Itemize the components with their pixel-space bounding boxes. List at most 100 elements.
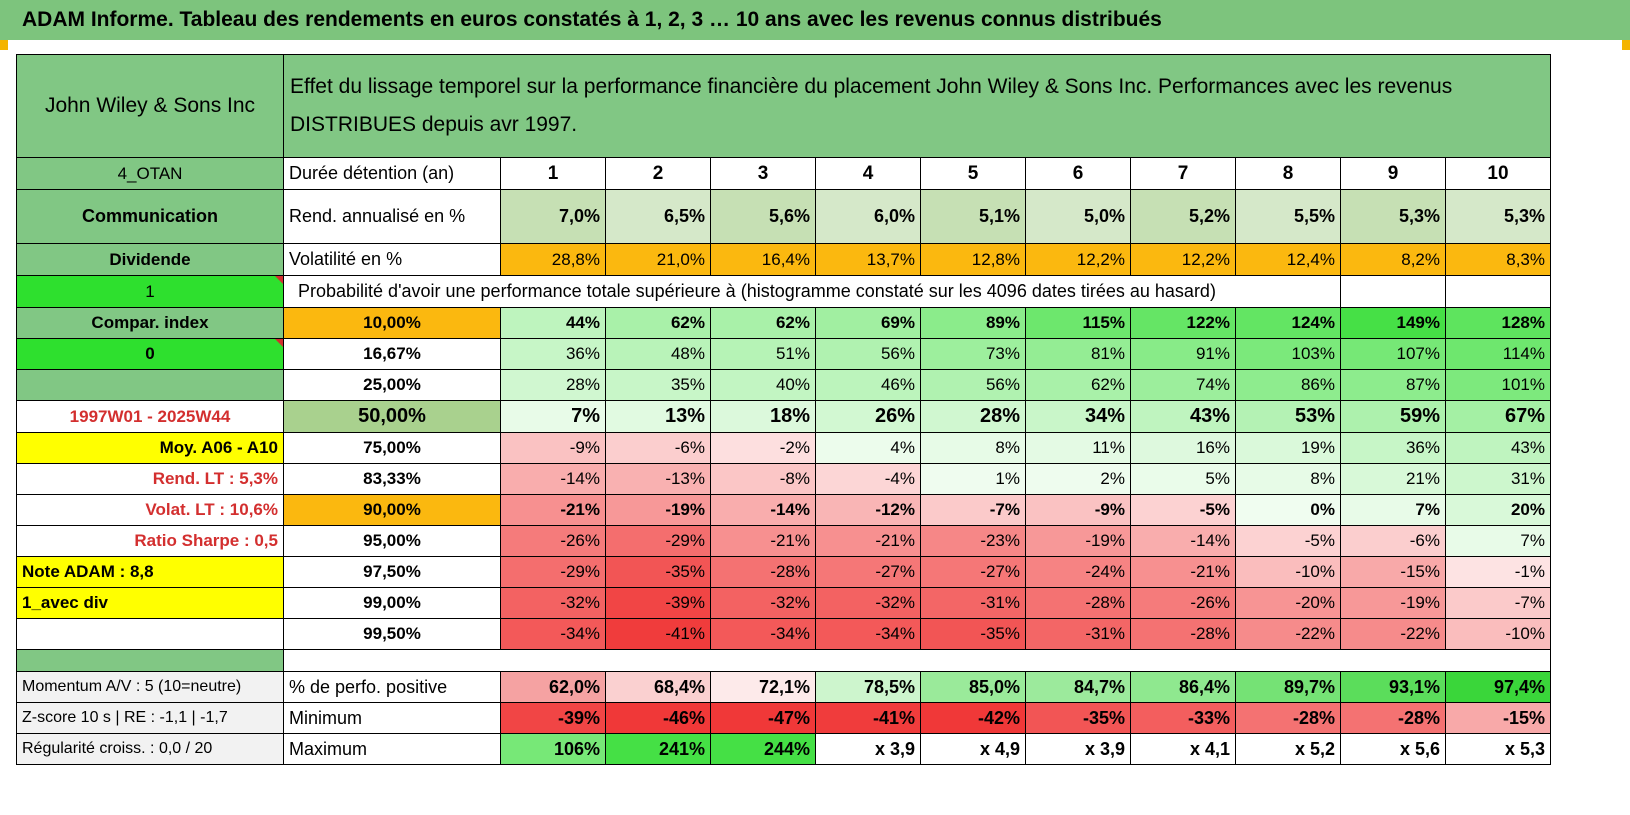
- rend-value: 5,5%: [1235, 189, 1341, 244]
- prob-value: -24%: [1025, 556, 1131, 588]
- moy-label: Moy. A06 - A10: [16, 432, 284, 464]
- prob-value: 62%: [710, 307, 816, 339]
- prob-value: 21%: [1340, 463, 1446, 495]
- prob-value: -29%: [500, 556, 606, 588]
- prob-value: -2%: [710, 432, 816, 464]
- prob-value: -10%: [1445, 618, 1551, 650]
- rend-value: 5,3%: [1340, 189, 1446, 244]
- prob-value: -8%: [710, 463, 816, 495]
- flag-zero: 0: [16, 338, 284, 370]
- blank-cell: [1445, 275, 1551, 308]
- prob-value: 7%: [1340, 494, 1446, 526]
- rend-row: Communication Rend. annualisé en % 7,0% 6…: [16, 189, 1551, 244]
- prob-row: 99,50% -34% -41% -34% -34% -35% -31% -28% -22% -2…: [16, 618, 1551, 650]
- prob-value: -28%: [1130, 618, 1236, 650]
- sharpe-label: Ratio Sharpe : 0,5: [16, 525, 284, 557]
- vol-value: 13,7%: [815, 243, 921, 276]
- perf-pos-value: 68,4%: [605, 671, 711, 703]
- rend-value: 7,0%: [500, 189, 606, 244]
- perf-pos-label: % de perfo. positive: [283, 671, 501, 703]
- report-title: ADAM Informe. Tableau des rendements en …: [0, 0, 1630, 40]
- prob-value: -22%: [1235, 618, 1341, 650]
- prob-value: 73%: [920, 338, 1026, 370]
- prob-value: 128%: [1445, 307, 1551, 339]
- maximum-value: x 3,9: [1025, 733, 1131, 765]
- duree-label: Durée détention (an): [283, 157, 501, 190]
- maximum-value: x 5,6: [1340, 733, 1446, 765]
- maximum-value: 244%: [710, 733, 816, 765]
- prob-value: 107%: [1340, 338, 1446, 370]
- prob-row: Note ADAM : 8,8 97,50% -29% -35% -28% -27% -27…: [16, 556, 1551, 588]
- prob-value: 91%: [1130, 338, 1236, 370]
- prob-value: 89%: [920, 307, 1026, 339]
- avec-div-label: 1_avec div: [16, 587, 284, 619]
- prob-value: 28%: [920, 400, 1026, 433]
- prob-value: -14%: [500, 463, 606, 495]
- prob-value: 5%: [1130, 463, 1236, 495]
- prob-value: -34%: [500, 618, 606, 650]
- prob-value: 114%: [1445, 338, 1551, 370]
- stats-row: Momentum A/V : 5 (10=neutre)% de perfo. …: [16, 671, 1551, 703]
- prob-value: 8%: [1235, 463, 1341, 495]
- prob-value: 36%: [500, 338, 606, 370]
- maximum-value: x 4,1: [1130, 733, 1236, 765]
- proba-title-row: 1 Probabilité d'avoir une performance to…: [16, 275, 1551, 308]
- rend-value: 5,1%: [920, 189, 1026, 244]
- perf-pos-value: 72,1%: [710, 671, 816, 703]
- minimum-value: -15%: [1445, 702, 1551, 734]
- prob-value: -23%: [920, 525, 1026, 557]
- prob-value: 149%: [1340, 307, 1446, 339]
- minimum-value: -28%: [1340, 702, 1446, 734]
- vol-value: 12,2%: [1025, 243, 1131, 276]
- prob-value: -9%: [500, 432, 606, 464]
- prob-value: 1%: [920, 463, 1026, 495]
- threshold-pct: 83,33%: [283, 463, 501, 495]
- threshold-pct: 99,00%: [283, 587, 501, 619]
- year-header: 2: [605, 157, 711, 190]
- prob-row: 1997W01 - 2025W44 50,00% 7% 13% 18% 26% 28% 34%…: [16, 400, 1551, 433]
- threshold-pct: 50,00%: [283, 400, 501, 433]
- minimum-value: -28%: [1235, 702, 1341, 734]
- prob-value: -34%: [815, 618, 921, 650]
- prob-row: Moy. A06 - A10 75,00% -9% -6% -2% 4% 8% 11% 16% 1…: [16, 432, 1551, 464]
- perf-pos-value: 86,4%: [1130, 671, 1236, 703]
- rend-label: Rend. annualisé en %: [283, 189, 501, 244]
- prob-value: -34%: [710, 618, 816, 650]
- prob-value: 26%: [815, 400, 921, 433]
- minimum-value: -41%: [815, 702, 921, 734]
- prob-value: 4%: [815, 432, 921, 464]
- minimum-value: -39%: [500, 702, 606, 734]
- vol-row: Dividende Volatilité en % 28,8% 21,0% 16,4…: [16, 243, 1551, 276]
- prob-value: -14%: [1130, 525, 1236, 557]
- prob-value: 81%: [1025, 338, 1131, 370]
- maximum-value: x 5,3: [1445, 733, 1551, 765]
- prob-value: 44%: [500, 307, 606, 339]
- rend-value: 6,5%: [605, 189, 711, 244]
- prob-value: -5%: [1130, 494, 1236, 526]
- year-header: 5: [920, 157, 1026, 190]
- prob-value: 56%: [815, 338, 921, 370]
- maximum-value: x 5,2: [1235, 733, 1341, 765]
- blank-cell: [1340, 275, 1446, 308]
- prob-value: -12%: [815, 494, 921, 526]
- minimum-value: -35%: [1025, 702, 1131, 734]
- vol-value: 16,4%: [710, 243, 816, 276]
- maximum-value: 241%: [605, 733, 711, 765]
- prob-value: -7%: [1445, 587, 1551, 619]
- type-label: Dividende: [16, 243, 284, 276]
- rend-lt-label: Rend. LT : 5,3%: [16, 463, 284, 495]
- years-row: 4_OTAN Durée détention (an) 1 2 3 4 5 6 7 8 9 10: [16, 157, 1551, 190]
- note-adam-label: Note ADAM : 8,8: [16, 556, 284, 588]
- vol-value: 21,0%: [605, 243, 711, 276]
- year-header: 8: [1235, 157, 1341, 190]
- prob-value: -19%: [1025, 525, 1131, 557]
- prob-value: 51%: [710, 338, 816, 370]
- year-header: 3: [710, 157, 816, 190]
- prob-value: 62%: [1025, 369, 1131, 401]
- prob-value: -4%: [815, 463, 921, 495]
- stats-row: Z-score 10 s | RE : -1,1 | -1,7 Minimum -3…: [16, 702, 1551, 734]
- minimum-value: -42%: [920, 702, 1026, 734]
- prob-value: 0%: [1235, 494, 1341, 526]
- prob-value: -21%: [1130, 556, 1236, 588]
- returns-table: John Wiley & Sons Inc Effet du lissage t…: [16, 54, 1551, 765]
